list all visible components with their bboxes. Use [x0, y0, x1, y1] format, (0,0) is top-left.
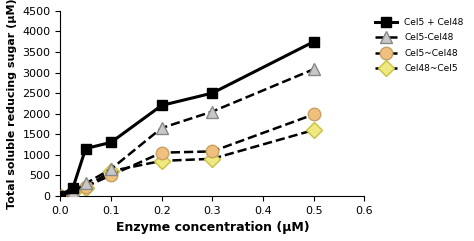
X-axis label: Enzyme concentration (μM): Enzyme concentration (μM): [116, 221, 309, 234]
Legend: Cel5 + Cel48, Cel5-Cel48, Cel5~Cel48, Cel48~Cel5: Cel5 + Cel48, Cel5-Cel48, Cel5~Cel48, Ce…: [372, 15, 466, 76]
Y-axis label: Total soluble reducing sugar (μM): Total soluble reducing sugar (μM): [7, 0, 17, 209]
